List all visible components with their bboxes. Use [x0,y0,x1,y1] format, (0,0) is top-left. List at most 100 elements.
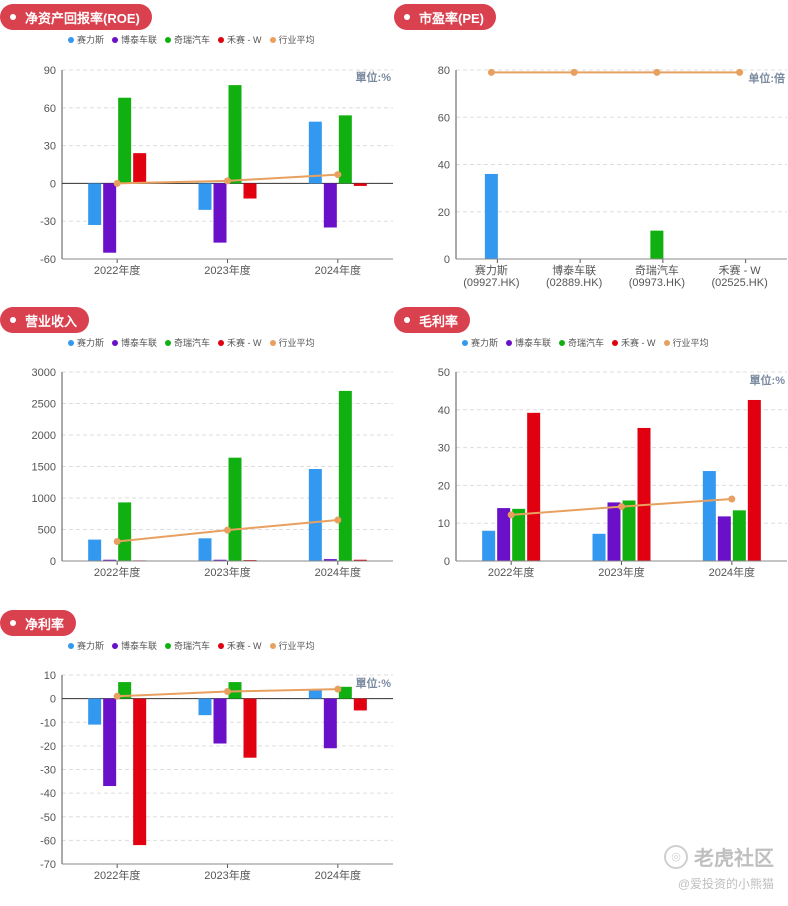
legend-item[interactable]: 博泰车联 [506,336,551,349]
y-tick-label: 2000 [32,430,56,442]
bar[interactable] [308,689,322,699]
bar[interactable] [198,698,212,716]
bar[interactable] [228,457,242,561]
average-point[interactable] [334,685,342,693]
bar[interactable] [133,698,147,846]
bar[interactable] [198,183,212,210]
bar[interactable] [353,183,367,186]
bar[interactable] [607,502,621,561]
y-tick-label: -60 [40,835,56,847]
bar[interactable] [717,516,731,561]
bar[interactable] [497,508,511,561]
bar[interactable] [353,559,367,561]
legend-item[interactable]: 行业平均 [269,639,315,652]
legend-item[interactable]: 赛力斯 [68,336,104,349]
average-point[interactable] [334,516,342,524]
bar[interactable] [512,508,526,561]
bar[interactable] [243,183,257,199]
bar[interactable] [88,183,102,225]
y-tick-label: 40 [438,160,450,172]
bar[interactable] [88,698,102,725]
legend-item[interactable]: 赛力斯 [68,33,104,46]
bar[interactable] [747,399,761,561]
average-point[interactable] [224,526,231,534]
average-point[interactable] [113,179,121,187]
average-point[interactable] [728,495,736,503]
bar[interactable] [118,682,132,699]
legend-net[interactable]: 赛力斯 博泰车联 奇瑞汽车 禾赛 - W 行业平均 [68,639,315,652]
bar[interactable] [482,530,496,561]
legend-label: 行业平均 [672,338,709,348]
legend-item[interactable]: 禾赛 - W [612,336,656,349]
bar[interactable] [353,698,367,711]
legend-revenue[interactable]: 赛力斯 博泰车联 奇瑞汽车 禾赛 - W 行业平均 [68,336,315,349]
bar[interactable] [323,559,337,561]
bar[interactable] [527,412,541,561]
average-point[interactable] [507,511,515,519]
bar[interactable] [484,173,498,259]
bar[interactable] [308,121,322,184]
bar[interactable] [103,698,117,787]
legend-swatch-icon [462,339,468,346]
legend-gross[interactable]: 赛力斯 博泰车联 奇瑞汽车 禾赛 - W 行业平均 [462,336,709,349]
title-dot-icon [10,317,16,323]
legend-swatch-icon [506,339,513,346]
average-point[interactable] [487,68,495,76]
bar[interactable] [323,698,337,749]
bar[interactable] [702,471,716,561]
bar[interactable] [637,427,651,561]
legend-item[interactable]: 博泰车联 [112,336,157,349]
legend-item[interactable]: 赛力斯 [462,336,498,349]
legend-item[interactable]: 奇瑞汽车 [165,336,210,349]
bar[interactable] [732,510,746,561]
legend-item[interactable]: 行业平均 [269,33,315,46]
legend-item[interactable]: 禾赛 - W [218,336,262,349]
legend-item[interactable]: 禾赛 - W [218,33,262,46]
average-point[interactable] [334,171,342,179]
average-point[interactable] [224,177,231,185]
legend-item[interactable]: 博泰车联 [112,33,157,46]
bar[interactable] [228,85,242,184]
bar[interactable] [338,115,352,184]
bar[interactable] [213,559,227,561]
legend-swatch-icon [269,339,276,346]
x-tick-label: 2023年度 [204,565,250,579]
bar[interactable] [213,698,227,744]
bar[interactable] [213,183,227,243]
bar[interactable] [243,698,257,758]
bar[interactable] [118,502,132,561]
bar[interactable] [308,469,322,561]
x-tick-code: (02525.HK) [711,277,767,289]
legend-swatch-icon [112,36,119,43]
average-point[interactable] [653,68,661,76]
bar[interactable] [118,97,132,184]
bar[interactable] [622,500,636,561]
average-point[interactable] [736,68,744,76]
average-point[interactable] [113,537,121,545]
bar[interactable] [650,230,664,259]
bar[interactable] [338,390,352,561]
legend-roe[interactable]: 赛力斯 博泰车联 奇瑞汽车 禾赛 - W 行业平均 [68,33,315,46]
average-point[interactable] [618,503,625,511]
average-point[interactable] [224,688,231,696]
bar[interactable] [592,533,606,561]
average-point[interactable] [113,692,121,700]
legend-item[interactable]: 赛力斯 [68,639,104,652]
bar[interactable] [88,539,102,561]
legend-item[interactable]: 奇瑞汽车 [165,33,210,46]
bar[interactable] [228,682,242,699]
legend-item[interactable]: 奇瑞汽车 [559,336,604,349]
bar[interactable] [198,538,212,561]
bar[interactable] [103,183,117,253]
bar[interactable] [133,153,147,184]
bar[interactable] [338,686,352,699]
legend-item[interactable]: 博泰车联 [112,639,157,652]
bar[interactable] [323,183,337,228]
bar[interactable] [103,559,117,561]
legend-item[interactable]: 奇瑞汽车 [165,639,210,652]
legend-item[interactable]: 禾赛 - W [218,639,262,652]
title-dot-icon [404,317,410,323]
legend-item[interactable]: 行业平均 [663,336,709,349]
legend-item[interactable]: 行业平均 [269,336,315,349]
average-point[interactable] [570,68,578,76]
